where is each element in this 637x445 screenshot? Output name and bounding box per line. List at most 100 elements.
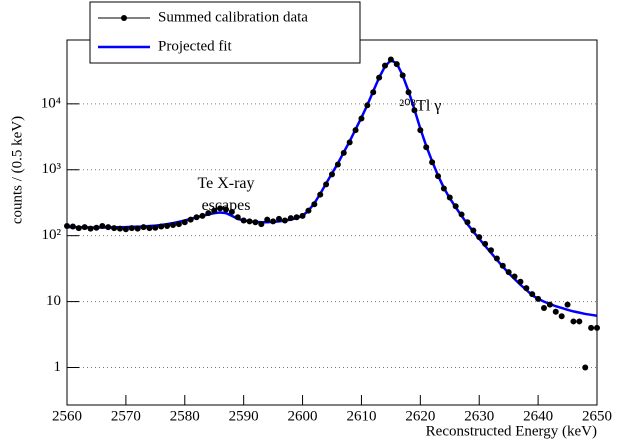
data-point [93,224,100,231]
data-point [364,102,371,109]
data-point [240,217,247,224]
data-point [582,364,589,371]
data-point [358,115,365,122]
data-point [317,191,324,198]
data-point [81,224,88,231]
data-point [164,223,171,230]
data-point [340,149,347,156]
y-tick-label: 10 [46,293,61,309]
data-point [476,234,483,241]
x-tick-label: 2630 [464,408,494,424]
data-point [64,223,70,230]
x-tick-label: 2640 [523,408,553,424]
y-tick-label: 10⁴ [41,95,61,111]
x-tick-label: 2580 [170,408,200,424]
data-point [87,225,94,232]
data-point [287,215,294,222]
data-point [305,207,312,214]
data-point [541,304,547,311]
data-point [458,211,465,218]
data-point [464,219,471,226]
data-point [211,207,218,214]
data-point [429,159,436,166]
legend [89,1,361,64]
data-point [140,224,147,231]
data-point [181,219,188,226]
data-point [393,61,400,68]
data-point [122,226,129,233]
annotation: ²⁰⁸Tl γ [399,98,441,115]
data-point [228,208,235,215]
data-point [370,89,377,96]
data-point [482,240,489,247]
data-point [558,313,565,320]
x-tick-label: 2570 [111,408,141,424]
x-tick-label: 2590 [229,408,259,424]
data-point [217,205,224,212]
x-tick-label: 2620 [405,408,435,424]
data-point [488,247,494,254]
data-point [258,221,265,228]
data-point [105,224,112,231]
data-point [552,308,559,315]
legend-label: Projected fit [158,38,233,54]
x-tick-label: 2600 [288,408,318,424]
data-point [529,291,536,298]
data-point [175,221,182,228]
data-point [69,223,76,230]
data-point [435,173,441,180]
data-point [499,262,506,269]
legend-marker [121,15,127,21]
data-point [417,127,424,134]
data-point [170,222,176,229]
data-point [334,161,341,168]
data-point [405,89,412,96]
data-point [570,318,577,325]
data-point [387,56,394,63]
plot-frame [66,39,598,406]
data-point [594,324,600,331]
data-point [234,214,241,221]
data-point [281,217,288,224]
x-tick-label: 2560 [52,408,82,424]
data-point [158,223,165,230]
data-point [546,301,553,308]
data-point [223,206,229,213]
data-point [376,74,383,81]
data-point [346,139,353,146]
data-point [134,225,141,232]
data-point [411,107,418,114]
data-point [323,181,330,188]
data-point [193,214,200,221]
data-point [311,201,318,208]
data-point [382,62,388,69]
y-tick-label: 1 [54,359,62,375]
x-axis-label: Reconstructed Energy (keV) [426,423,597,439]
data-point [352,127,359,134]
data-point [246,218,253,225]
data-point [270,218,277,225]
data-point [535,295,542,302]
data-point [399,72,406,79]
y-tick-label: 10² [42,227,62,243]
data-point [117,225,123,232]
data-point [423,144,430,151]
data-point [75,225,82,232]
data-point [293,214,300,221]
data-point [299,212,306,219]
data-point [111,225,118,232]
data-point [146,225,153,232]
data-point [152,224,159,231]
data-point [329,171,335,178]
data-point [505,269,512,276]
data-point [128,225,135,232]
annotation: Te X-ray [197,175,254,192]
data-point [493,255,500,262]
data-point [564,301,571,308]
data-point [205,210,212,217]
data-point [470,227,477,234]
data-point [523,285,530,292]
data-point [446,194,453,201]
data-point [452,203,459,210]
